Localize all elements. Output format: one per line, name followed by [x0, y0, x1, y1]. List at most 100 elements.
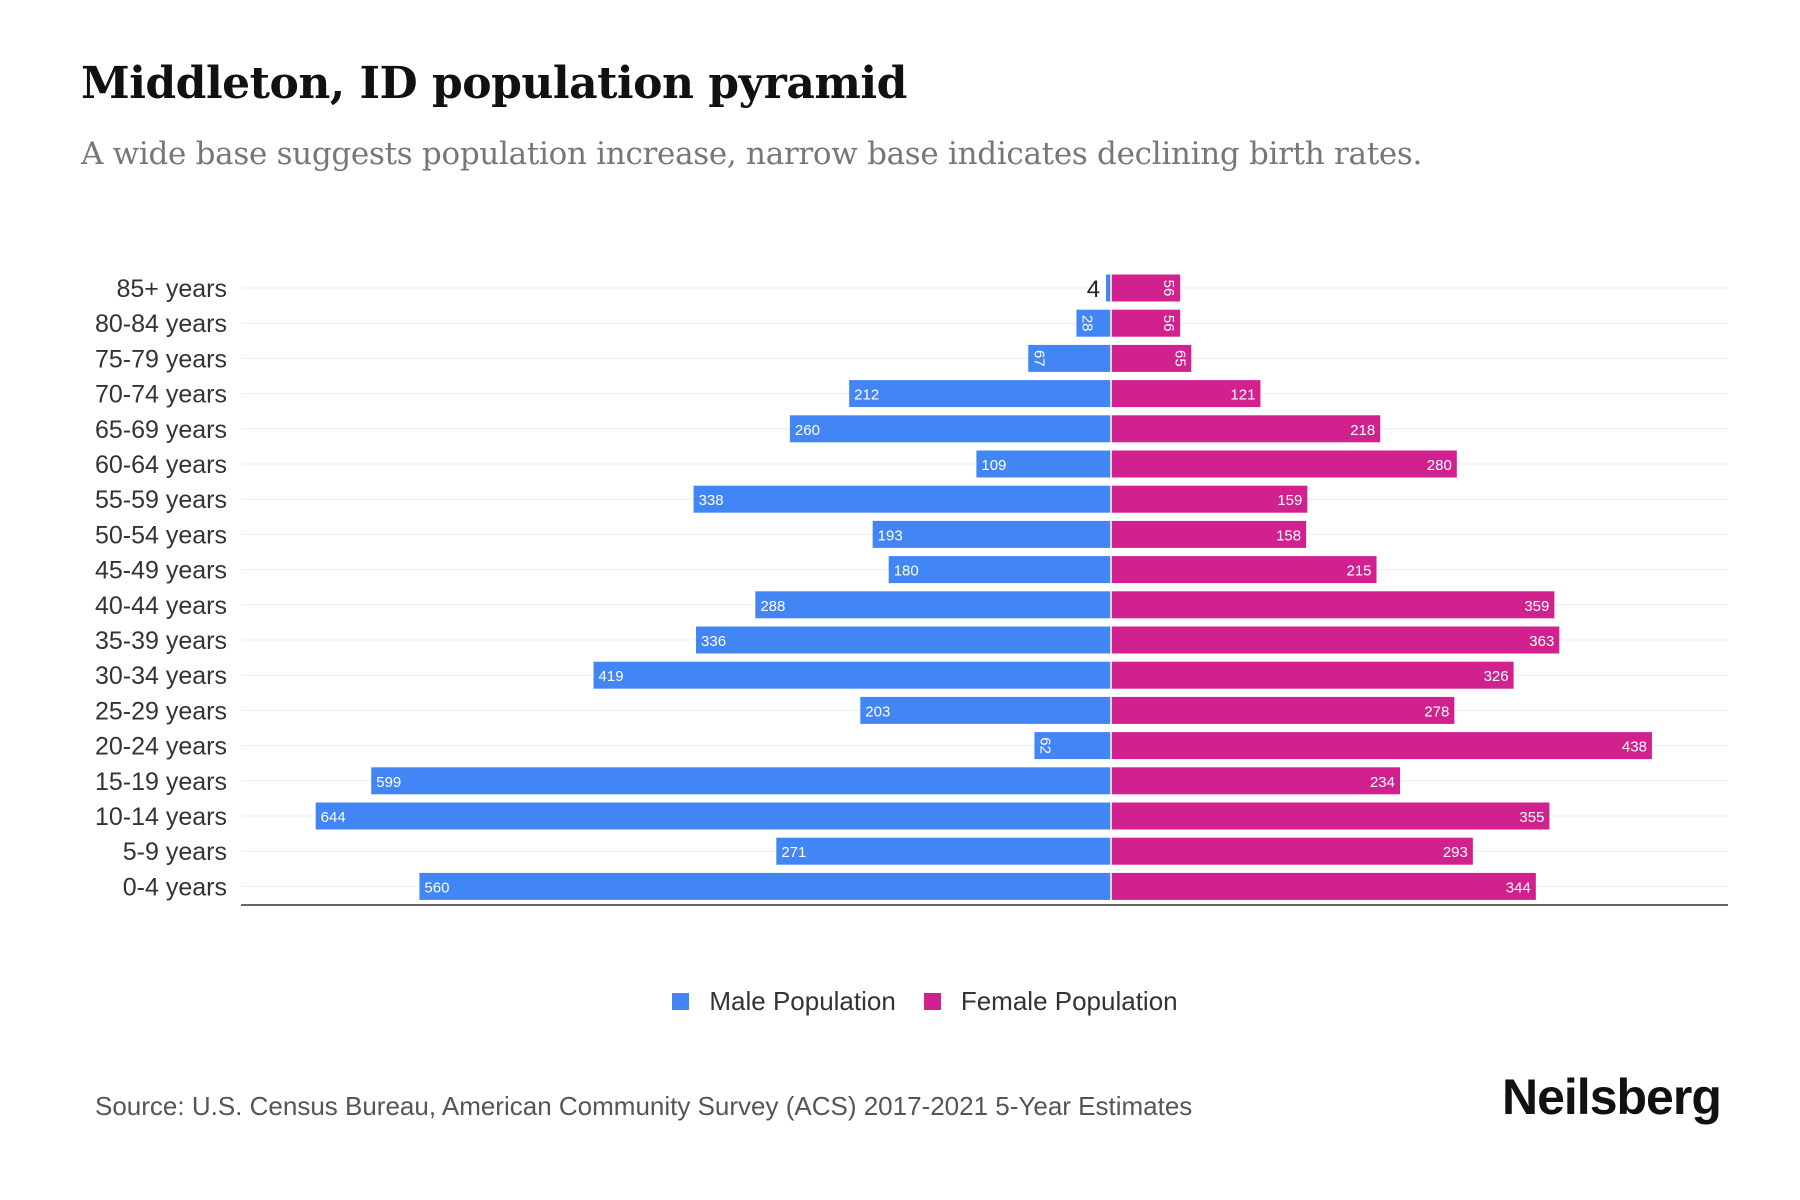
- source-note: Source: U.S. Census Bureau, American Com…: [95, 1091, 1193, 1121]
- data-label: 338: [699, 492, 724, 509]
- data-label: 326: [1484, 668, 1509, 685]
- legend-label-female: Female Population: [960, 986, 1178, 1016]
- category-label: 40-44 years: [95, 592, 227, 620]
- male-bar: [419, 872, 1111, 900]
- category-label: 30-34 years: [95, 662, 227, 690]
- category-label: 75-79 years: [95, 345, 227, 373]
- data-label: 121: [1230, 387, 1255, 404]
- male-bar: [1076, 309, 1111, 337]
- data-label: 599: [376, 774, 401, 791]
- female-bar: [1111, 802, 1550, 830]
- data-label: 278: [1424, 703, 1449, 720]
- category-label: 50-54 years: [95, 521, 227, 549]
- chart-subtitle: A wide base suggests population increase…: [81, 136, 1423, 172]
- male-bar: [693, 485, 1111, 513]
- category-label: 15-19 years: [95, 768, 227, 796]
- category-label: 45-49 years: [95, 557, 227, 585]
- female-bar: [1111, 696, 1455, 724]
- data-label: 158: [1276, 527, 1301, 544]
- male-bar: [371, 767, 1111, 795]
- female-bar: [1111, 415, 1381, 443]
- data-label: 336: [701, 633, 726, 650]
- data-label: 419: [599, 668, 624, 685]
- female-bar: [1111, 380, 1261, 408]
- male-bar: [976, 450, 1111, 478]
- data-label: 180: [894, 563, 919, 580]
- category-label: 20-24 years: [95, 733, 227, 761]
- data-label: 234: [1370, 774, 1395, 791]
- data-label: 363: [1529, 633, 1554, 650]
- male-bar: [1034, 732, 1111, 760]
- data-label: 62: [1036, 737, 1053, 754]
- female-bar: [1111, 309, 1181, 337]
- data-label: 109: [981, 457, 1006, 474]
- female-bar: [1111, 450, 1457, 478]
- data-label: 355: [1519, 809, 1544, 826]
- data-label: 560: [424, 879, 449, 896]
- data-label: 288: [760, 598, 785, 615]
- male-bar: [696, 626, 1111, 654]
- female-bar: [1111, 626, 1560, 654]
- data-label: 280: [1427, 457, 1452, 474]
- data-label: 293: [1443, 844, 1468, 861]
- category-label: 35-39 years: [95, 627, 227, 655]
- chart-title: Middleton, ID population pyramid: [81, 58, 907, 109]
- category-label: 10-14 years: [95, 803, 227, 831]
- legend-label-male: Male Population: [709, 986, 896, 1016]
- male-bar: [1028, 344, 1111, 372]
- data-label: 67: [1030, 350, 1047, 367]
- data-label: 438: [1622, 739, 1647, 756]
- male-swatch: [672, 993, 690, 1010]
- data-label: 193: [878, 527, 903, 544]
- female-bar: [1111, 485, 1308, 513]
- female-bar: [1111, 520, 1307, 548]
- data-label: 203: [865, 703, 890, 720]
- data-label: 56: [1160, 280, 1177, 297]
- male-bar: [755, 591, 1111, 619]
- data-label: 4: [1087, 276, 1100, 303]
- category-label: 0-4 years: [123, 873, 227, 901]
- data-label: 212: [854, 387, 879, 404]
- data-label: 65: [1171, 350, 1188, 367]
- data-label: 218: [1350, 422, 1375, 439]
- female-bar: [1111, 872, 1536, 900]
- category-label: 85+ years: [117, 275, 228, 303]
- male-bar: [860, 696, 1111, 724]
- data-label: 344: [1506, 879, 1531, 896]
- female-swatch: [923, 993, 941, 1010]
- category-label: 70-74 years: [95, 381, 227, 409]
- female-bar: [1111, 661, 1514, 689]
- category-label: 25-29 years: [95, 697, 227, 725]
- female-bar: [1111, 344, 1192, 372]
- male-bar: [888, 556, 1111, 584]
- male-bar: [315, 802, 1111, 830]
- category-label: 55-59 years: [95, 486, 227, 514]
- female-bar: [1111, 767, 1400, 795]
- category-label: 60-64 years: [95, 451, 227, 479]
- male-bar: [593, 661, 1111, 689]
- data-label: 28: [1078, 315, 1095, 332]
- female-bar: [1111, 732, 1652, 760]
- category-label: 65-69 years: [95, 416, 227, 444]
- male-bar: [776, 837, 1111, 865]
- data-label: 644: [321, 809, 346, 826]
- female-bar: [1111, 274, 1181, 302]
- data-label: 215: [1346, 563, 1371, 580]
- category-label: 5-9 years: [123, 838, 227, 866]
- legend-item-male[interactable]: Male Population: [672, 986, 896, 1017]
- male-bar: [849, 380, 1111, 408]
- legend-item-female[interactable]: Female Population: [923, 986, 1178, 1017]
- population-pyramid-chart: 85+ years 80-84 years 75-79 years 70-74 yea…: [95, 274, 1728, 906]
- data-label: 159: [1277, 492, 1302, 509]
- male-bar: [1106, 274, 1111, 302]
- female-bar: [1111, 591, 1555, 619]
- data-label: 271: [781, 844, 806, 861]
- female-bar: [1111, 837, 1473, 865]
- neilsberg-logo: Neilsberg: [1502, 1069, 1722, 1125]
- female-bar: [1111, 556, 1377, 584]
- data-label: 56: [1160, 315, 1177, 332]
- male-bar: [789, 415, 1111, 443]
- data-label: 359: [1524, 598, 1549, 615]
- data-label: 260: [795, 422, 820, 439]
- male-bar: [872, 520, 1111, 548]
